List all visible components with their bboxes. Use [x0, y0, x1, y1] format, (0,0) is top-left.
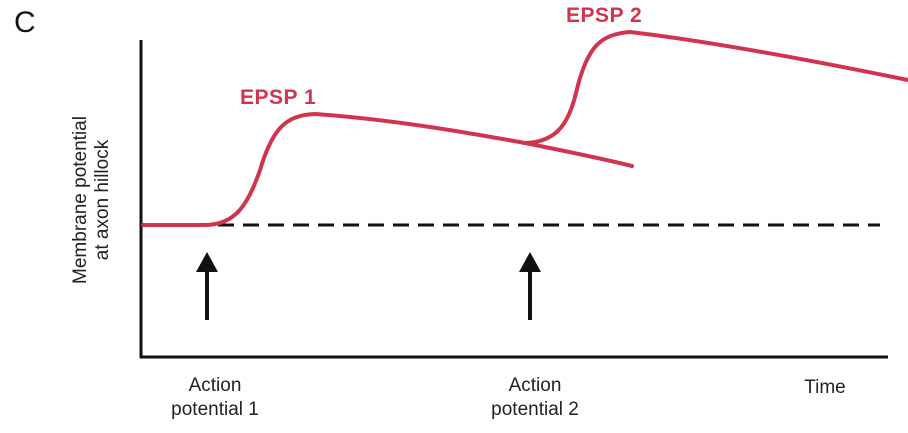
event-label-action-potential-2: Action potential 2: [465, 374, 605, 422]
epsp2-curve: [523, 29, 908, 145]
epsp2-label: EPSP 2: [566, 4, 643, 27]
arrow-action-potential-2: [519, 252, 541, 320]
epsp1-label: EPSP 1: [240, 86, 317, 109]
epsp1-curve: [141, 111, 634, 227]
x-axis-label: Time: [804, 377, 846, 398]
arrow-action-potential-1: [196, 252, 218, 320]
event-2-line1: Action: [508, 375, 562, 396]
event-1-line1: Action: [188, 375, 242, 396]
event-1-line2: potential 1: [171, 399, 259, 420]
event-2-line2: potential 2: [491, 399, 579, 420]
panel-letter: C: [14, 6, 36, 39]
event-label-action-potential-1: Action potential 1: [145, 374, 285, 422]
